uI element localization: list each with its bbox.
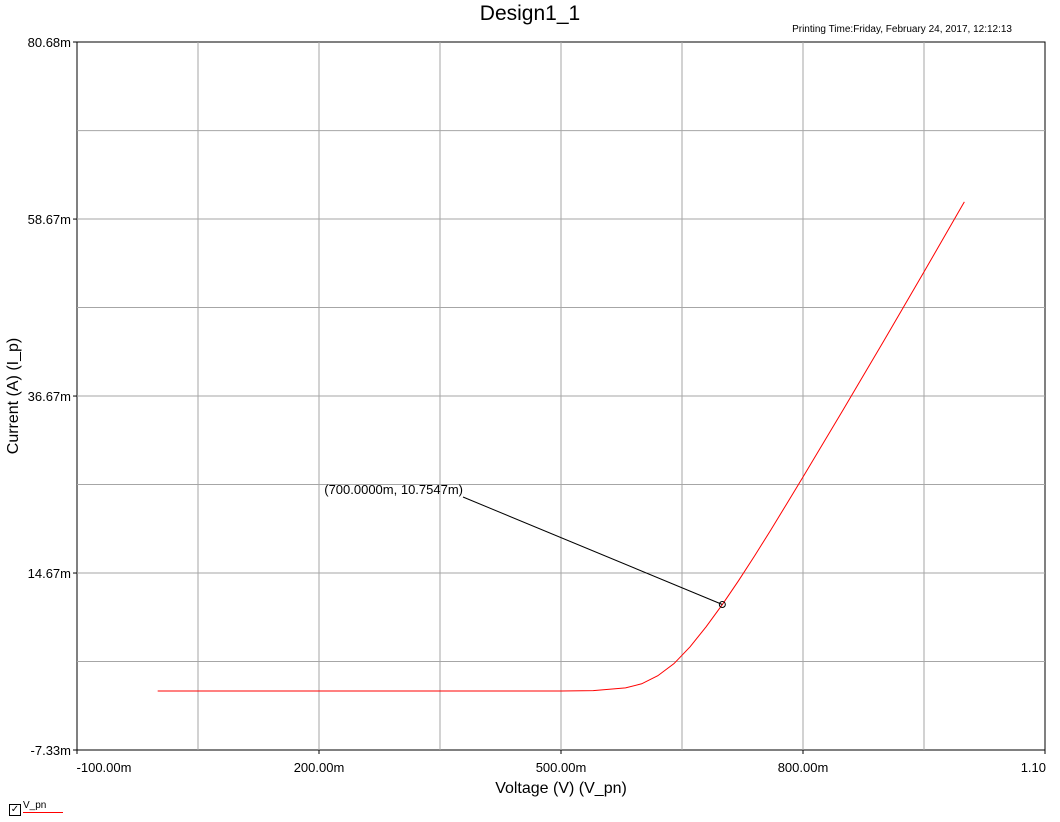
printing-time: Printing Time:Friday, February 24, 2017,… (792, 24, 1012, 35)
grid (76, 41, 1046, 751)
y-tick-label-0: -7.33m (31, 743, 71, 758)
x-tick-label-2: 500.00m (536, 760, 587, 775)
y-axis-label: Current (A) (I_p) (5, 338, 22, 454)
chart-title: Design1_1 (479, 2, 581, 25)
x-tick-label-1: 200.00m (294, 760, 345, 775)
annotation-label-0: (700.0000m, 10.7547m) (324, 482, 463, 497)
legend-series-line (23, 812, 63, 813)
y-tick-label-3: 58.67m (28, 212, 71, 227)
series-line-V_pn (157, 201, 965, 692)
annotation-leader-0 (462, 496, 723, 605)
y-tick-label-1: 14.67m (28, 566, 71, 581)
series-layer (157, 201, 965, 692)
annotations: (700.0000m, 10.7547m) (324, 482, 726, 609)
legend-checkbox[interactable]: ✓ (9, 804, 21, 816)
legend: ✓ V_pn (9, 800, 89, 818)
x-tick-label-4: 1.10 (1021, 760, 1046, 775)
y-tick-label-2: 36.67m (28, 389, 71, 404)
x-axis-label: Voltage (V) (V_pn) (495, 780, 627, 797)
legend-series-name: V_pn (23, 800, 47, 811)
x-tick-label-3: 800.00m (778, 760, 829, 775)
tick-labels: -100.00m 200.00m 500.00m 800.00m 1.10 -7.33m 1… (28, 35, 1046, 775)
x-tick-label-0: -100.00m (77, 760, 132, 775)
annotation-marker-0[interactable] (718, 601, 726, 609)
y-tick-label-4: 80.68m (28, 35, 71, 50)
